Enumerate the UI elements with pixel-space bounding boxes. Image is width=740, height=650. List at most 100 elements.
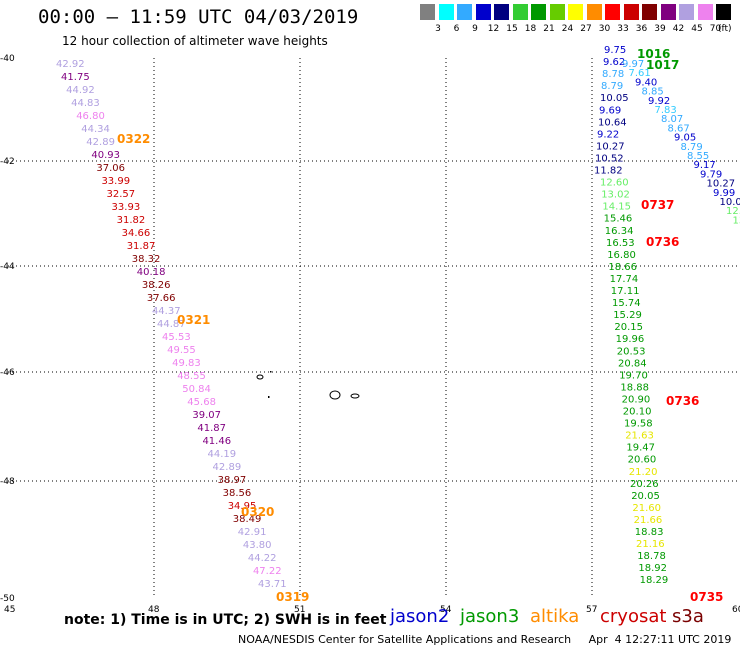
swh-value-east: 13.02 [601, 190, 630, 201]
swh-value-west: 48.55 [177, 371, 206, 382]
scale-unit: (ft) [718, 24, 732, 34]
swh-value-west: 44.87 [157, 319, 186, 330]
lon-tick-label: 60 [732, 605, 740, 615]
swh-value-west: 47.22 [253, 566, 282, 577]
swh-value-east: 18.92 [638, 563, 667, 574]
swh-value-east: 17.11 [611, 286, 640, 297]
swh-value-west: 43.80 [243, 540, 272, 551]
swh-value-east-diag: 8.85 [642, 87, 664, 98]
swh-value-west: 49.55 [167, 345, 196, 356]
swh-value-east-diag: 8.67 [668, 123, 690, 134]
swh-value-east-diag: 9.92 [648, 96, 670, 107]
island-outline [270, 371, 272, 373]
swh-value-west: 38.97 [218, 475, 247, 486]
swh-value-east-diag: 12.5 [726, 206, 740, 217]
scale-swatch [697, 4, 713, 20]
lon-tick-label: 54 [440, 605, 452, 615]
legend-s3a: s3a [672, 606, 704, 627]
lat-tick-label: -40 [0, 54, 15, 64]
swh-value-east: 20.05 [631, 491, 660, 502]
lat-tick-label: -48 [0, 477, 15, 487]
swh-value-east: 18.66 [608, 262, 637, 273]
swh-value-east: 10.05 [600, 93, 629, 104]
swh-value-west: 38.56 [223, 488, 252, 499]
swh-value-east: 16.34 [605, 226, 634, 237]
scale-label: 3 [435, 24, 441, 34]
scale-swatch [623, 4, 639, 20]
swh-value-east: 9.22 [597, 129, 619, 140]
swh-value-east: 19.47 [626, 443, 655, 454]
scale-label: 39 [654, 24, 666, 34]
swh-value-east: 9.75 [604, 45, 626, 56]
scale-swatch [438, 4, 454, 20]
swh-value-east: 15.74 [612, 298, 641, 309]
pass-time-label: 0735 [690, 590, 723, 604]
swh-value-west: 45.53 [162, 332, 191, 343]
swh-value-west: 44.22 [248, 553, 277, 564]
swh-value-west: 46.80 [76, 111, 105, 122]
swh-value-east: 18.78 [637, 551, 666, 562]
swh-value-east: 8.79 [601, 81, 623, 92]
swh-value-west: 42.91 [238, 527, 267, 538]
swh-value-west: 41.46 [202, 436, 231, 447]
swh-value-east: 17.74 [610, 274, 639, 285]
swh-value-east: 21.66 [634, 515, 663, 526]
map-subtitle: 12 hour collection of altimeter wave hei… [62, 34, 328, 48]
swh-value-west: 42.92 [56, 59, 85, 70]
island-outline [329, 390, 341, 400]
lon-tick-label: 45 [4, 605, 15, 615]
swh-value-east-diag: 8.55 [687, 151, 709, 162]
scale-label: 18 [524, 24, 537, 34]
pass-time-label: 0321 [177, 313, 210, 327]
pass-time-label: 0320 [241, 505, 274, 519]
scale-swatch [716, 4, 731, 20]
swh-value-west: 50.84 [182, 384, 211, 395]
scale-swatch [605, 4, 620, 20]
swh-value-west: 45.68 [187, 397, 216, 408]
swh-value-east: 10.52 [595, 153, 624, 164]
swh-value-east: 9.69 [599, 105, 621, 116]
swh-value-east-diag: 7.61 [629, 68, 651, 79]
swh-value-east: 15.29 [613, 310, 642, 321]
lat-tick-label: -42 [0, 157, 15, 167]
scale-swatch [420, 4, 435, 20]
scale-label: 21 [543, 24, 555, 34]
pass-time-label: 0319 [276, 590, 309, 604]
swh-value-west: 31.87 [127, 241, 156, 252]
swh-value-east-diag: 9.05 [674, 133, 696, 144]
swh-value-east-diag: 8.07 [661, 114, 683, 125]
swh-value-east: 20.60 [628, 455, 657, 466]
swh-value-east: 11.82 [594, 166, 623, 177]
swh-value-west: 38.26 [142, 280, 171, 291]
scale-label: 12 [487, 24, 500, 34]
swh-value-west: 42.89 [86, 137, 115, 148]
swh-value-west: 38.32 [132, 254, 161, 265]
swh-value-west: 42.89 [213, 462, 242, 473]
scale-swatch [586, 4, 602, 20]
pass-time-label: 0736 [666, 394, 699, 408]
swh-value-west: 44.83 [71, 98, 100, 109]
pass-time-label: 0322 [117, 132, 150, 146]
swh-value-east: 10.64 [598, 117, 627, 128]
swh-value-east-diag: 10.27 [707, 179, 736, 190]
swh-value-west: 34.66 [122, 228, 151, 239]
scale-swatch [549, 4, 565, 20]
scale-label: 36 [635, 24, 648, 34]
swh-value-west: 44.34 [81, 124, 110, 135]
swh-value-east-diag: 9.99 [713, 188, 735, 199]
footnote: note: 1) Time is in UTC; 2) SWH is in fe… [64, 612, 387, 628]
swh-value-east: 20.10 [623, 407, 652, 418]
swh-value-east-diag: 9.97 [622, 59, 644, 70]
swh-value-east: 20.90 [622, 394, 651, 405]
lon-tick-label: 48 [148, 605, 160, 615]
swh-value-west: 38.49 [233, 514, 262, 525]
scale-swatch [568, 4, 583, 20]
swh-value-east: 10.27 [596, 141, 625, 152]
swh-value-west: 32.57 [107, 189, 136, 200]
scale-swatch [531, 4, 546, 20]
swh-value-east: 20.84 [618, 358, 647, 369]
scale-swatch [457, 4, 472, 20]
pass-time-label: 1016 [637, 47, 670, 61]
pass-time-label: 1017 [646, 58, 679, 72]
